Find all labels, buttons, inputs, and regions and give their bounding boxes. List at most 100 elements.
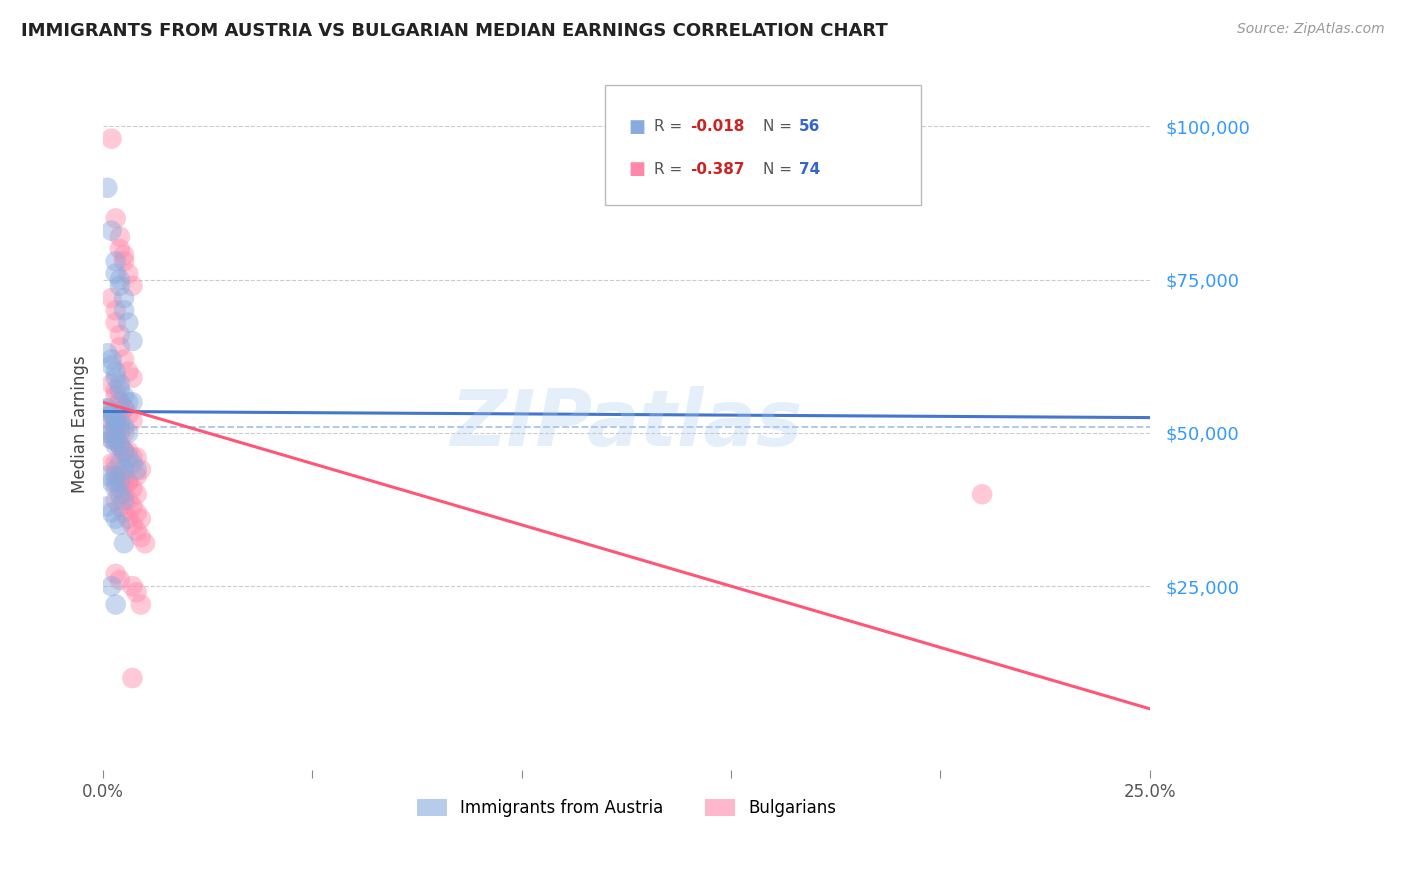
Text: 74: 74	[799, 162, 820, 177]
Point	[104, 493, 127, 508]
Point	[104, 425, 127, 440]
Point	[972, 487, 994, 501]
Point	[100, 425, 122, 440]
Point	[112, 248, 135, 262]
Point	[117, 450, 139, 465]
Text: ■: ■	[628, 161, 645, 178]
Text: ■: ■	[628, 118, 645, 136]
Point	[117, 493, 139, 508]
Point	[112, 444, 135, 458]
Point	[104, 468, 127, 483]
Text: Source: ZipAtlas.com: Source: ZipAtlas.com	[1237, 22, 1385, 37]
Point	[121, 500, 143, 514]
Point	[108, 395, 131, 409]
Point	[125, 506, 148, 520]
Point	[129, 463, 152, 477]
Point	[108, 425, 131, 440]
Point	[125, 487, 148, 501]
Point	[104, 598, 127, 612]
Point	[125, 463, 148, 477]
Point	[134, 536, 156, 550]
Point	[100, 457, 122, 471]
Point	[108, 327, 131, 342]
Point	[125, 585, 148, 599]
Point	[104, 365, 127, 379]
Point	[104, 254, 127, 268]
Point	[100, 408, 122, 422]
Point	[104, 370, 127, 384]
Point	[104, 419, 127, 434]
Text: N =: N =	[763, 120, 797, 134]
Point	[104, 211, 127, 226]
Point	[117, 408, 139, 422]
Point	[96, 401, 118, 416]
Point	[112, 463, 135, 477]
Point	[100, 506, 122, 520]
Point	[129, 598, 152, 612]
Point	[104, 512, 127, 526]
Point	[108, 395, 131, 409]
Point	[108, 438, 131, 452]
Point	[112, 444, 135, 458]
Point	[104, 316, 127, 330]
Point	[112, 389, 135, 403]
Text: IMMIGRANTS FROM AUSTRIA VS BULGARIAN MEDIAN EARNINGS CORRELATION CHART: IMMIGRANTS FROM AUSTRIA VS BULGARIAN MED…	[21, 22, 887, 40]
Point	[121, 370, 143, 384]
Point	[117, 365, 139, 379]
Point	[121, 517, 143, 532]
Point	[112, 401, 135, 416]
Point	[129, 512, 152, 526]
Point	[112, 291, 135, 305]
Point	[108, 468, 131, 483]
Point	[117, 512, 139, 526]
Point	[100, 352, 122, 367]
Point	[117, 267, 139, 281]
Point	[108, 487, 131, 501]
Point	[108, 229, 131, 244]
Point	[112, 419, 135, 434]
Y-axis label: Median Earnings: Median Earnings	[72, 355, 89, 492]
Text: R =: R =	[654, 120, 688, 134]
Point	[108, 383, 131, 397]
Point	[108, 517, 131, 532]
Point	[96, 500, 118, 514]
Point	[117, 444, 139, 458]
Point	[112, 493, 135, 508]
Point	[121, 579, 143, 593]
Point	[117, 475, 139, 489]
Point	[104, 566, 127, 581]
Point	[108, 481, 131, 495]
Point	[104, 463, 127, 477]
Point	[104, 389, 127, 403]
Point	[104, 481, 127, 495]
Point	[100, 408, 122, 422]
Legend: Immigrants from Austria, Bulgarians: Immigrants from Austria, Bulgarians	[411, 792, 842, 824]
Text: R =: R =	[654, 162, 688, 177]
Point	[100, 432, 122, 446]
Point	[117, 425, 139, 440]
Point	[100, 359, 122, 373]
Point	[112, 425, 135, 440]
Point	[121, 414, 143, 428]
Point	[121, 457, 143, 471]
Point	[104, 383, 127, 397]
Point	[121, 334, 143, 348]
Point	[100, 132, 122, 146]
Point	[96, 425, 118, 440]
Point	[104, 432, 127, 446]
Point	[112, 401, 135, 416]
Text: -0.018: -0.018	[690, 120, 745, 134]
Point	[112, 536, 135, 550]
Point	[112, 475, 135, 489]
Point	[100, 579, 122, 593]
Point	[108, 414, 131, 428]
Point	[104, 303, 127, 318]
Point	[108, 457, 131, 471]
Point	[104, 438, 127, 452]
Point	[112, 444, 135, 458]
Text: ZIPatlas: ZIPatlas	[450, 385, 803, 462]
Text: 56: 56	[799, 120, 820, 134]
Point	[100, 432, 122, 446]
Point	[96, 180, 118, 194]
Point	[104, 432, 127, 446]
